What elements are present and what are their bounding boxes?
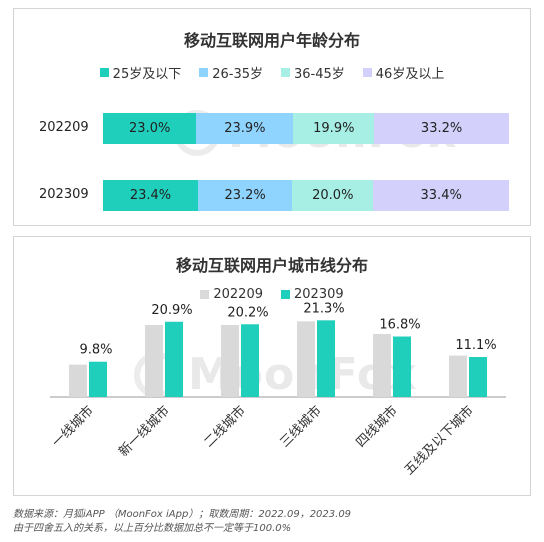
city-bar-202209 [221, 325, 239, 397]
footnote-source: 数据来源：月狐iAPP （MoonFox iApp）；取数周期：2022.09，… [13, 509, 352, 520]
city-tick-label: 三线城市 [277, 403, 325, 451]
legend-swatch [281, 290, 290, 299]
city-bar-202309 [317, 320, 335, 397]
city-tick-label: 新一线城市 [116, 403, 173, 460]
age-bar-segment: 20.0% [292, 180, 374, 211]
city-legend: 202209 202309 [14, 287, 530, 302]
city-tick-label: 五线及以下城市 [401, 403, 477, 479]
age-legend-item: 46岁及以上 [362, 63, 445, 82]
city-data-label: 20.9% [151, 303, 192, 318]
legend-label: 36-45岁 [294, 67, 345, 82]
city-data-label: 9.8% [79, 343, 112, 358]
city-data-label: 20.2% [227, 305, 268, 320]
city-bar-202209 [69, 364, 87, 397]
city-chart-title: 移动互联网用户城市线分布 [175, 256, 368, 275]
age-legend: 25岁及以下 26-35岁 36-45岁 46岁及以上 [14, 63, 530, 82]
city-bar-202209 [145, 325, 163, 397]
age-bar-segment: 33.2% [374, 113, 509, 144]
city-bar-202309 [241, 324, 259, 397]
legend-label: 202209 [213, 287, 263, 302]
age-legend-item: 26-35岁 [199, 63, 263, 82]
age-row-label: 202209 [39, 120, 89, 135]
legend-swatch [362, 68, 372, 77]
age-legend-item: 36-45岁 [281, 63, 345, 82]
city-bar-202309 [89, 361, 107, 397]
city-bar-202309 [165, 321, 183, 397]
city-tick-label: 二线城市 [201, 403, 249, 451]
age-bar-segment: 33.4% [373, 180, 509, 211]
age-bar-segment: 23.2% [198, 180, 293, 211]
age-chart-title: 移动互联网用户年龄分布 [183, 31, 360, 50]
city-bar-202309 [469, 357, 487, 397]
city-bar-202309 [393, 336, 411, 397]
legend-swatch [199, 68, 209, 77]
age-legend-item: 25岁及以下 [99, 63, 182, 82]
age-bar-segment: 23.4% [103, 180, 198, 211]
age-bar-segment: 23.9% [196, 113, 294, 144]
city-data-label: 21.3% [303, 301, 344, 316]
footnote-rounding: 由于四舍五入的关系，以上百分比数据加总不一定等于100.0% [13, 523, 292, 534]
age-stacked-bar: 23.4% 23.2% 20.0% 33.4% [103, 180, 509, 211]
city-bar-chart: 9.8% 一线城市 20.9% 新一线城市 20.2% 二线城市 21.3% 三线城市 16.8… [49, 301, 506, 479]
city-legend-item: 202209 [200, 287, 263, 302]
city-tick-label: 一线城市 [49, 403, 97, 451]
city-data-label: 11.1% [455, 338, 496, 353]
legend-label: 25岁及以下 [112, 67, 182, 82]
legend-label: 26-35岁 [212, 67, 263, 82]
city-data-label: 16.8% [379, 318, 420, 333]
age-stacked-bar: 23.0% 23.9% 19.9% 33.2% [103, 113, 509, 144]
legend-swatch [99, 68, 109, 77]
city-bar-202209 [297, 321, 315, 397]
city-legend-item: 202309 [281, 287, 344, 302]
legend-label: 46岁及以上 [375, 67, 445, 82]
legend-swatch [281, 68, 290, 77]
age-bar-segment: 23.0% [103, 113, 197, 144]
city-bar-202209 [373, 334, 391, 397]
city-bar-202209 [449, 355, 467, 397]
legend-swatch [200, 290, 210, 299]
city-tick-label: 四线城市 [353, 403, 401, 451]
legend-label: 202309 [294, 287, 344, 302]
age-bar-segment: 19.9% [293, 113, 375, 144]
age-row-label: 202309 [39, 187, 89, 202]
